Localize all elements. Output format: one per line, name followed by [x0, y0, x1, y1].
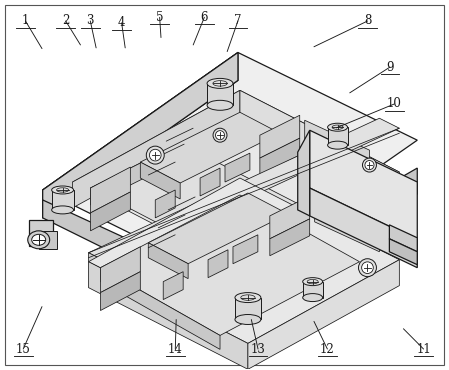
- Polygon shape: [270, 196, 310, 239]
- Text: 3: 3: [87, 14, 94, 27]
- Ellipse shape: [303, 278, 323, 286]
- Polygon shape: [260, 115, 300, 158]
- Polygon shape: [208, 250, 228, 278]
- Polygon shape: [303, 282, 323, 297]
- Circle shape: [216, 131, 224, 140]
- Polygon shape: [141, 162, 180, 199]
- Polygon shape: [91, 143, 180, 205]
- Circle shape: [146, 146, 164, 164]
- Ellipse shape: [235, 293, 261, 303]
- Polygon shape: [200, 168, 220, 196]
- Polygon shape: [43, 53, 238, 218]
- Polygon shape: [389, 225, 417, 252]
- Text: 13: 13: [251, 343, 265, 356]
- Polygon shape: [233, 235, 258, 264]
- Polygon shape: [101, 272, 141, 310]
- Circle shape: [365, 161, 374, 169]
- Text: 15: 15: [16, 343, 31, 356]
- Polygon shape: [315, 202, 379, 252]
- Polygon shape: [310, 188, 417, 268]
- Polygon shape: [43, 168, 417, 306]
- Polygon shape: [155, 190, 175, 218]
- Circle shape: [362, 158, 376, 172]
- Text: 9: 9: [386, 61, 394, 74]
- Polygon shape: [148, 193, 288, 264]
- Polygon shape: [101, 247, 141, 293]
- Ellipse shape: [52, 186, 74, 194]
- Ellipse shape: [207, 100, 233, 110]
- Ellipse shape: [32, 234, 46, 245]
- Polygon shape: [305, 120, 370, 170]
- Polygon shape: [52, 190, 74, 210]
- Text: 4: 4: [118, 16, 125, 29]
- Text: 1: 1: [22, 14, 29, 27]
- Polygon shape: [43, 53, 417, 278]
- Polygon shape: [88, 118, 399, 263]
- Polygon shape: [148, 243, 188, 279]
- Text: 5: 5: [156, 11, 163, 24]
- Text: 12: 12: [320, 343, 335, 356]
- Ellipse shape: [235, 314, 261, 324]
- Text: 14: 14: [168, 343, 183, 356]
- Circle shape: [150, 149, 161, 161]
- Polygon shape: [298, 130, 310, 216]
- Polygon shape: [101, 268, 220, 349]
- Polygon shape: [328, 127, 348, 145]
- Polygon shape: [43, 53, 238, 218]
- Polygon shape: [240, 90, 399, 198]
- Polygon shape: [225, 153, 250, 182]
- Ellipse shape: [28, 231, 50, 249]
- Ellipse shape: [52, 206, 74, 214]
- Text: 10: 10: [387, 97, 402, 110]
- Polygon shape: [389, 239, 417, 265]
- Circle shape: [213, 128, 227, 142]
- Polygon shape: [394, 228, 417, 260]
- Text: 7: 7: [234, 14, 242, 27]
- Text: 2: 2: [62, 14, 70, 27]
- Polygon shape: [29, 220, 53, 246]
- Text: 6: 6: [201, 11, 208, 24]
- Polygon shape: [101, 195, 360, 336]
- Polygon shape: [39, 231, 57, 249]
- Text: 11: 11: [416, 343, 431, 356]
- Polygon shape: [91, 192, 130, 231]
- Circle shape: [361, 262, 373, 273]
- Polygon shape: [88, 253, 109, 272]
- Ellipse shape: [303, 293, 323, 302]
- Ellipse shape: [207, 78, 233, 88]
- Polygon shape: [88, 178, 399, 343]
- Polygon shape: [73, 90, 240, 208]
- Polygon shape: [207, 83, 233, 105]
- Polygon shape: [163, 272, 183, 300]
- Polygon shape: [270, 219, 310, 256]
- Polygon shape: [91, 143, 320, 261]
- Circle shape: [358, 259, 376, 277]
- Polygon shape: [260, 138, 300, 175]
- Polygon shape: [310, 130, 417, 240]
- Polygon shape: [141, 112, 280, 183]
- Ellipse shape: [328, 141, 348, 149]
- Polygon shape: [91, 167, 130, 213]
- Ellipse shape: [328, 123, 348, 131]
- Text: 8: 8: [364, 14, 371, 27]
- Polygon shape: [248, 260, 399, 369]
- Polygon shape: [235, 297, 261, 319]
- Polygon shape: [88, 262, 248, 369]
- Polygon shape: [73, 90, 399, 265]
